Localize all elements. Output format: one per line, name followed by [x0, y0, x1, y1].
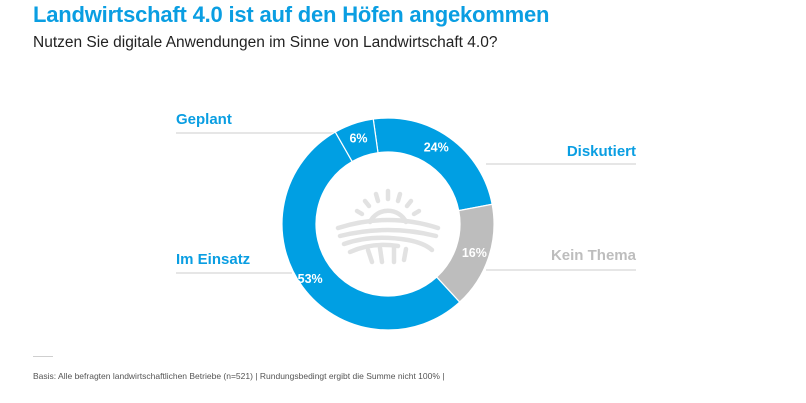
label-kein-thema: Kein Thema — [550, 247, 636, 264]
label-im-einsatz: Im Einsatz — [176, 251, 251, 268]
donut-slice-geplant — [334, 118, 379, 163]
chart-title: Landwirtschaft 4.0 ist auf den Höfen ang… — [33, 2, 550, 27]
donut-slice-diskutiert — [372, 117, 493, 212]
chart-subtitle: Nutzen Sie digitale Anwendungen im Sinne… — [33, 34, 498, 51]
footnote: Basis: Alle befragten landwirtschaftlich… — [33, 371, 445, 381]
value-label-im-einsatz: 53% — [298, 272, 323, 286]
label-diskutiert: Diskutiert — [566, 143, 636, 160]
value-label-kein-thema: 16% — [462, 246, 487, 260]
value-label-geplant: 6% — [349, 131, 367, 145]
footnote-rule — [33, 356, 53, 357]
label-geplant: Geplant — [176, 111, 232, 128]
sun-over-field-icon — [335, 188, 441, 265]
leader-line-diskutiert — [486, 163, 636, 165]
value-label-diskutiert: 24% — [424, 140, 449, 154]
donut-slice-im-einsatz — [281, 131, 461, 331]
leader-line-im-einsatz — [176, 272, 292, 274]
leader-line-kein-thema — [486, 269, 636, 271]
leader-line-geplant — [176, 132, 336, 134]
